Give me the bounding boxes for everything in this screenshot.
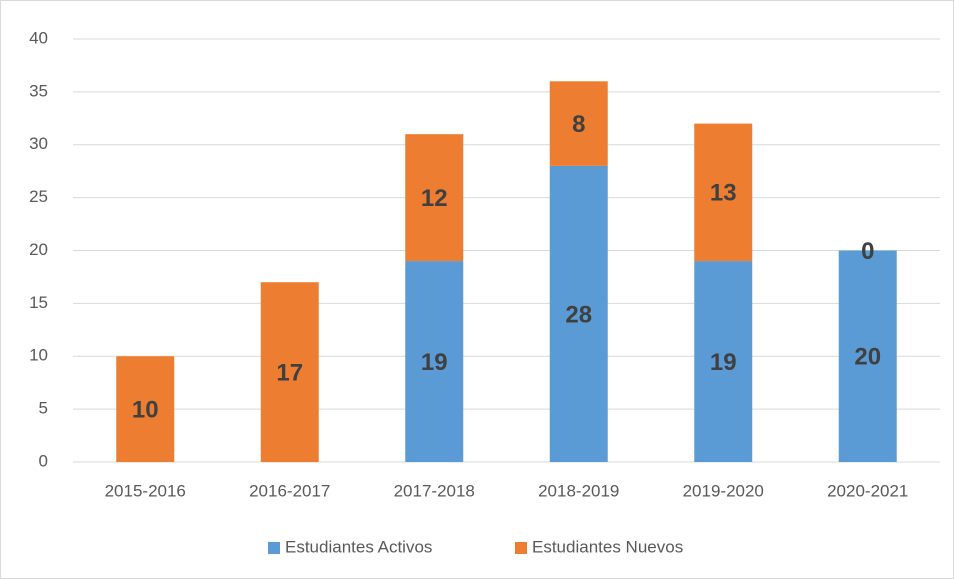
legend-swatch — [515, 542, 527, 554]
data-label: 17 — [276, 359, 303, 386]
data-label: 19 — [710, 349, 737, 376]
x-tick-label: 2017-2018 — [394, 481, 475, 500]
data-label: 8 — [572, 111, 585, 138]
legend-label: Estudiantes Nuevos — [532, 537, 683, 556]
x-tick-label: 2015-2016 — [105, 481, 186, 500]
bar — [838, 250, 897, 462]
data-label: 10 — [132, 396, 159, 423]
x-tick-label: 2020-2021 — [827, 481, 908, 500]
bar — [260, 282, 319, 462]
x-tick-label: 2019-2020 — [683, 481, 764, 500]
bar — [549, 165, 608, 462]
y-tick-label: 15 — [29, 293, 48, 312]
bar — [694, 261, 753, 462]
bar — [116, 356, 175, 462]
data-label: 0 — [861, 238, 874, 265]
data-label: 20 — [854, 344, 881, 371]
y-tick-label: 25 — [29, 187, 48, 206]
data-label: 19 — [421, 349, 448, 376]
data-label: 13 — [710, 180, 737, 207]
data-label: 12 — [421, 185, 448, 212]
bar — [405, 261, 464, 462]
bar — [549, 81, 608, 166]
legend-swatch — [268, 542, 280, 554]
bar — [405, 134, 464, 262]
x-tick-label: 2016-2017 — [249, 481, 330, 500]
x-tick-label: 2018-2019 — [538, 481, 619, 500]
y-tick-label: 20 — [29, 240, 48, 259]
y-tick-label: 10 — [29, 346, 48, 365]
y-tick-label: 5 — [39, 399, 48, 418]
data-label: 28 — [565, 301, 592, 328]
y-tick-label: 40 — [29, 28, 48, 47]
bar — [694, 123, 753, 262]
legend-label: Estudiantes Activos — [285, 537, 432, 556]
y-tick-label: 30 — [29, 134, 48, 153]
y-tick-label: 0 — [39, 451, 48, 470]
y-tick-label: 35 — [29, 81, 48, 100]
